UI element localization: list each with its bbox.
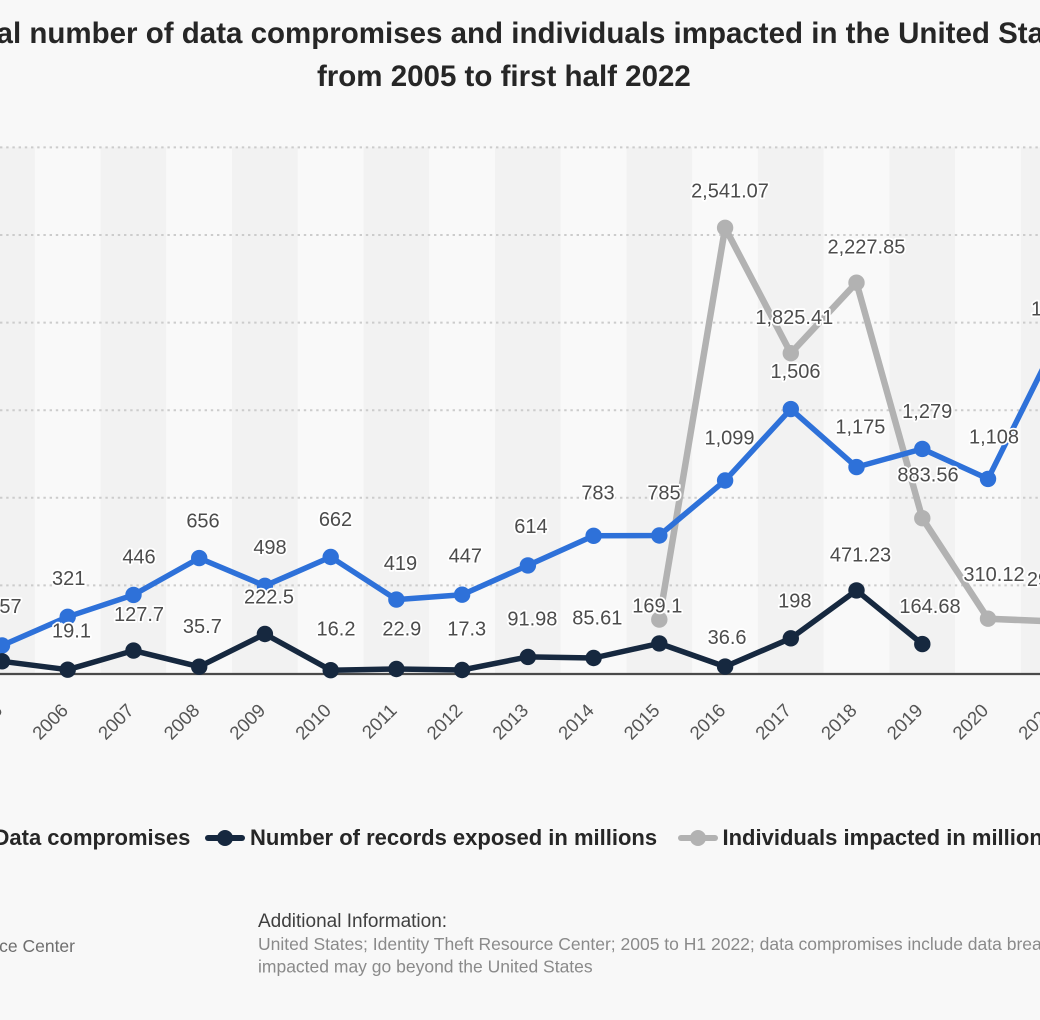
svg-text:91.98: 91.98 — [507, 608, 557, 630]
svg-text:35.7: 35.7 — [183, 616, 222, 638]
svg-text:16.2: 16.2 — [317, 619, 356, 641]
svg-text:164.68: 164.68 — [899, 596, 960, 618]
svg-text:Additional Information:: Additional Information: — [258, 911, 447, 932]
svg-text:85.61: 85.61 — [572, 608, 622, 630]
svg-text:1,175: 1,175 — [835, 417, 885, 439]
svg-text:United States; Identity Theft: United States; Identity Theft Resource C… — [258, 934, 1040, 954]
svg-text:321: 321 — [52, 568, 85, 590]
svg-text:127.7: 127.7 — [114, 604, 164, 626]
svg-text:17.3: 17.3 — [447, 619, 486, 641]
svg-text:783: 783 — [581, 483, 614, 505]
svg-text:447: 447 — [449, 545, 482, 567]
svg-text:785: 785 — [647, 483, 680, 505]
svg-text:1,825.41: 1,825.41 — [755, 307, 833, 329]
svg-text:1,506: 1,506 — [770, 361, 820, 383]
svg-text:446: 446 — [122, 547, 155, 569]
svg-text:883.56: 883.56 — [897, 465, 958, 487]
svg-text:2,227.85: 2,227.85 — [827, 237, 905, 259]
svg-text:1,108: 1,108 — [969, 427, 1019, 449]
svg-text:19.1: 19.1 — [52, 621, 91, 643]
svg-text:impacted may go beyond the Uni: impacted may go beyond the United States — [258, 957, 593, 977]
svg-text:Annual number of data compromi: Annual number of data compromises and in… — [0, 17, 1040, 50]
svg-text:from 2005 to first half 2022: from 2005 to first half 2022 — [317, 60, 691, 93]
svg-text:198: 198 — [778, 591, 811, 613]
svg-text:294.17: 294.17 — [1027, 569, 1040, 591]
svg-text:36.6: 36.6 — [708, 627, 747, 649]
svg-text:662: 662 — [319, 509, 352, 531]
svg-text:Number of records exposed in m: Number of records exposed in millions — [250, 825, 657, 850]
svg-text:222.5: 222.5 — [244, 586, 294, 608]
svg-text:2,541.07: 2,541.07 — [691, 181, 769, 203]
svg-text:Source: Identity Theft Resourc: Source: Identity Theft Resource Center — [0, 936, 75, 956]
svg-text:Individuals impacted in millio: Individuals impacted in millions — [723, 825, 1040, 850]
svg-text:419: 419 — [384, 553, 417, 575]
svg-text:Data compromises: Data compromises — [0, 825, 190, 850]
svg-text:157: 157 — [0, 596, 22, 618]
svg-text:614: 614 — [514, 516, 547, 538]
svg-text:310.12: 310.12 — [963, 564, 1024, 586]
svg-text:471.23: 471.23 — [830, 545, 891, 567]
svg-text:22.9: 22.9 — [382, 619, 421, 641]
svg-text:656: 656 — [186, 511, 219, 533]
svg-text:1,862: 1,862 — [1031, 299, 1040, 321]
svg-text:1,099: 1,099 — [704, 428, 754, 450]
svg-text:498: 498 — [253, 537, 286, 559]
svg-text:169.1: 169.1 — [632, 596, 682, 618]
svg-text:1,279: 1,279 — [902, 401, 952, 423]
